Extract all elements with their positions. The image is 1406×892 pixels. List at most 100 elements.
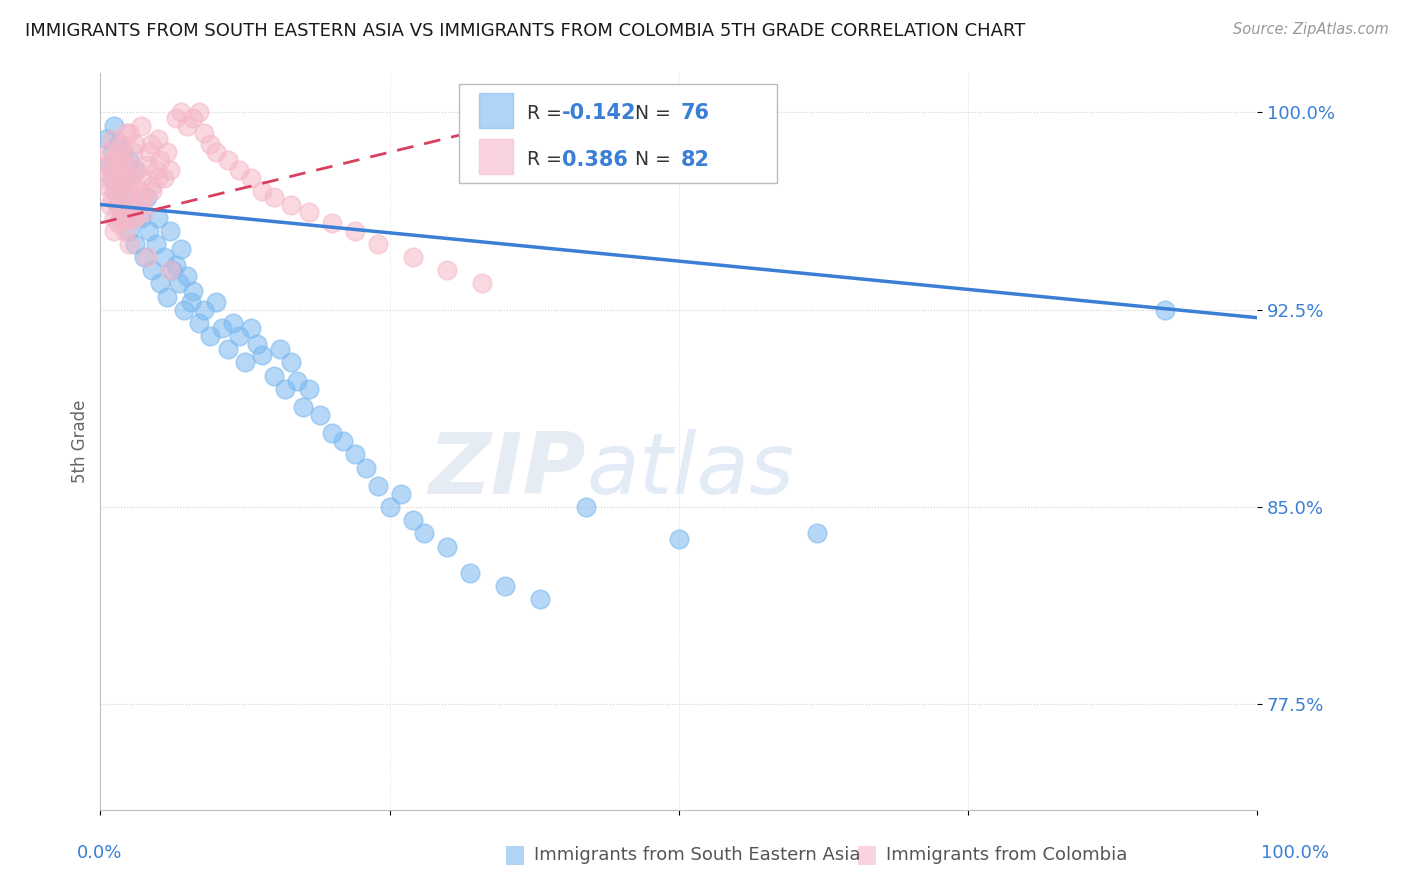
Point — [141, 136, 163, 151]
Point — [176, 268, 198, 283]
Point — [128, 185, 150, 199]
Point — [668, 532, 690, 546]
Point — [205, 145, 228, 159]
Point — [153, 250, 176, 264]
Point — [120, 171, 142, 186]
Point — [117, 211, 139, 225]
Point — [217, 343, 239, 357]
Point — [124, 163, 146, 178]
Point — [159, 163, 181, 178]
Text: ZIP: ZIP — [429, 429, 586, 512]
Point — [114, 224, 136, 238]
Point — [114, 127, 136, 141]
Point — [494, 579, 516, 593]
Text: Immigrants from South Eastern Asia: Immigrants from South Eastern Asia — [534, 847, 860, 864]
Point — [367, 237, 389, 252]
Point — [239, 171, 262, 186]
FancyBboxPatch shape — [458, 84, 778, 184]
Text: 0.386: 0.386 — [562, 150, 627, 169]
Point — [170, 242, 193, 256]
Point — [98, 197, 121, 211]
Point — [121, 197, 143, 211]
Point — [575, 500, 598, 515]
Point — [806, 526, 828, 541]
Point — [148, 211, 170, 225]
Point — [104, 185, 127, 199]
Point — [101, 153, 124, 167]
Text: N =: N = — [623, 150, 678, 169]
Point — [100, 163, 122, 178]
Y-axis label: 5th Grade: 5th Grade — [72, 400, 89, 483]
Point — [148, 171, 170, 186]
Point — [131, 171, 153, 186]
Point — [149, 277, 172, 291]
Point — [222, 316, 245, 330]
Point — [401, 250, 423, 264]
Point — [103, 224, 125, 238]
Point — [101, 132, 124, 146]
Point — [356, 460, 378, 475]
Point — [263, 189, 285, 203]
Point — [156, 290, 179, 304]
Text: N =: N = — [623, 104, 678, 123]
Point — [141, 179, 163, 194]
Point — [124, 136, 146, 151]
Point — [94, 132, 117, 146]
Point — [107, 197, 129, 211]
Point — [94, 158, 117, 172]
Point — [112, 171, 135, 186]
Point — [153, 171, 176, 186]
Point — [118, 237, 141, 252]
Point — [321, 216, 343, 230]
Point — [101, 145, 124, 159]
Point — [252, 347, 274, 361]
Point — [112, 197, 135, 211]
Point — [103, 171, 125, 186]
Point — [343, 448, 366, 462]
Point — [107, 145, 129, 159]
Text: IMMIGRANTS FROM SOUTH EASTERN ASIA VS IMMIGRANTS FROM COLOMBIA 5TH GRADE CORRELA: IMMIGRANTS FROM SOUTH EASTERN ASIA VS IM… — [25, 22, 1026, 40]
Point — [205, 294, 228, 309]
Point — [110, 179, 132, 194]
Point — [343, 224, 366, 238]
Point — [96, 179, 118, 194]
Point — [187, 316, 209, 330]
Point — [110, 211, 132, 225]
Point — [297, 205, 319, 219]
Point — [291, 400, 314, 414]
Point — [160, 263, 183, 277]
Point — [118, 127, 141, 141]
Point — [200, 329, 222, 343]
Point — [401, 513, 423, 527]
Point — [167, 277, 190, 291]
Text: Source: ZipAtlas.com: Source: ZipAtlas.com — [1233, 22, 1389, 37]
Point — [121, 197, 143, 211]
Point — [176, 119, 198, 133]
FancyBboxPatch shape — [478, 93, 513, 128]
Text: 0.0%: 0.0% — [77, 844, 122, 862]
Point — [112, 189, 135, 203]
Point — [105, 197, 128, 211]
Point — [112, 145, 135, 159]
Point — [148, 132, 170, 146]
Point — [389, 487, 412, 501]
FancyBboxPatch shape — [478, 139, 513, 174]
Point — [134, 250, 156, 264]
Point — [104, 185, 127, 199]
Point — [118, 224, 141, 238]
Text: R =: R = — [527, 150, 568, 169]
Point — [129, 119, 152, 133]
Point — [112, 153, 135, 167]
Point — [263, 368, 285, 383]
Point — [436, 263, 458, 277]
Point — [93, 171, 115, 186]
Point — [121, 211, 143, 225]
Point — [156, 145, 179, 159]
Point — [129, 197, 152, 211]
Point — [529, 592, 551, 607]
Point — [245, 337, 267, 351]
Point — [239, 321, 262, 335]
Point — [98, 158, 121, 172]
Point — [332, 434, 354, 449]
Point — [101, 171, 124, 186]
